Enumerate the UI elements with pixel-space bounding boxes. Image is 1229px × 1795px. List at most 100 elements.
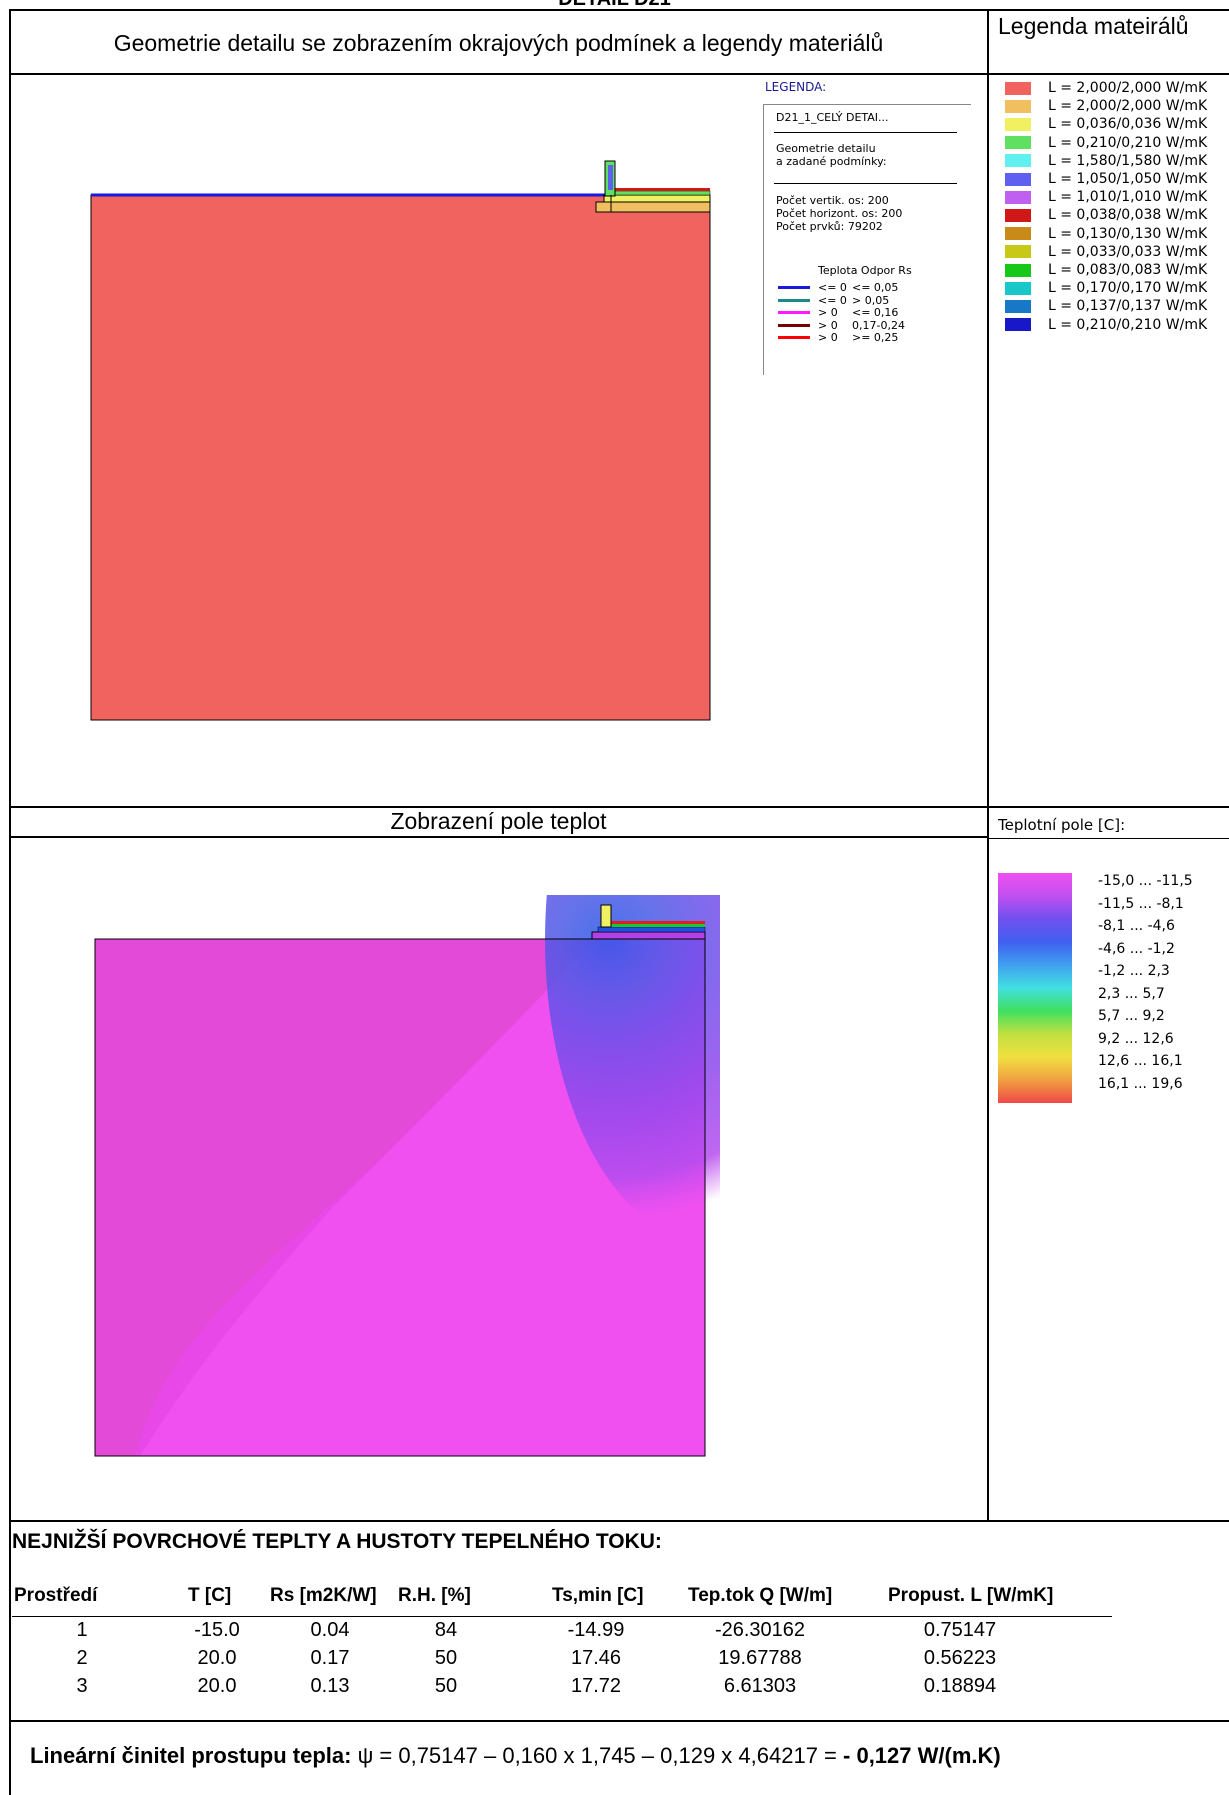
material-swatch bbox=[1005, 154, 1031, 168]
divider-4 bbox=[9, 1520, 1229, 1522]
material-label: L = 0,210/0,210 W/mK bbox=[1048, 316, 1208, 333]
material-swatch bbox=[1005, 190, 1031, 204]
temperature-field-plot bbox=[94, 895, 720, 1457]
temperature-range-label: -15,0 ... -11,5 bbox=[1098, 873, 1193, 889]
table-header-cell: R.H. [%] bbox=[398, 1585, 471, 1606]
material-label: L = 0,130/0,130 W/mK bbox=[1048, 225, 1208, 242]
divider-2 bbox=[9, 806, 1229, 808]
bc-rs-condition: <= 0,16 bbox=[852, 306, 899, 319]
bc-rs-condition: >= 0,25 bbox=[852, 331, 899, 344]
table-cell: 50 bbox=[434, 1675, 458, 1697]
bc-temp-condition: > 0 bbox=[818, 318, 838, 332]
material-swatch bbox=[1005, 318, 1031, 332]
element-count: Počet prvků: 79202 bbox=[776, 220, 883, 233]
table-cell: -26.30162 bbox=[714, 1619, 806, 1641]
table-header-cell: Tep.tok Q [W/m] bbox=[688, 1585, 833, 1606]
material-row: L = 2,000/2,000 W/mK bbox=[1005, 97, 1207, 115]
table-cell: 6.61303 bbox=[723, 1675, 797, 1697]
temperature-range-label: 12,6 ... 16,1 bbox=[1098, 1053, 1183, 1069]
table-cell: 0.75147 bbox=[923, 1619, 997, 1641]
table-header-cell: T [C] bbox=[188, 1585, 232, 1606]
results-title: NEJNIŽŠÍ POVRCHOVÉ TEPLTY A HUSTOTY TEPE… bbox=[12, 1530, 662, 1553]
table-cell: 19.67788 bbox=[718, 1647, 802, 1669]
divider-3 bbox=[9, 836, 989, 838]
bc-line-swatch bbox=[778, 286, 810, 289]
desc-line-1: Geometrie detailu bbox=[776, 142, 876, 155]
bc-line-swatch bbox=[778, 336, 810, 339]
table-cell: 0.04 bbox=[310, 1619, 350, 1641]
layer-orange-lower bbox=[595, 201, 711, 213]
table-cell: 20.0 bbox=[197, 1647, 237, 1669]
material-swatch bbox=[1005, 99, 1031, 113]
table-header-cell: Propust. L [W/mK] bbox=[888, 1585, 1054, 1606]
table-cell: -15.0 bbox=[194, 1619, 240, 1641]
bc-line-swatch bbox=[778, 298, 810, 302]
material-swatch bbox=[1005, 208, 1031, 222]
temperature-range-label: -1,2 ... 2,3 bbox=[1098, 963, 1170, 979]
frame-left bbox=[9, 9, 11, 1795]
material-label: L = 2,000/2,000 W/mK bbox=[1048, 98, 1208, 115]
psi-expression: ψ = 0,75147 – 0,160 x 1,745 – 0,129 x 4,… bbox=[351, 1743, 844, 1768]
table-cell: 2 bbox=[76, 1647, 88, 1669]
material-row: L = 0,137/0,137 W/mK bbox=[1005, 297, 1207, 315]
material-row: L = 1,580/1,580 W/mK bbox=[1005, 152, 1207, 170]
material-row: L = 1,010/1,010 W/mK bbox=[1005, 188, 1207, 206]
material-row: L = 0,170/0,170 W/mK bbox=[1005, 279, 1207, 297]
temperature-range-label: 5,7 ... 9,2 bbox=[1098, 1008, 1165, 1024]
material-swatch bbox=[1005, 81, 1031, 95]
material-swatch bbox=[1005, 117, 1031, 131]
temperature-range-label: 16,1 ... 19,6 bbox=[1098, 1075, 1183, 1092]
temperature-range-label: -4,6 ... -1,2 bbox=[1098, 940, 1175, 957]
bc-temp-condition: <= 0 bbox=[818, 281, 847, 294]
material-label: L = 0,137/0,137 W/mK bbox=[1048, 298, 1208, 315]
material-row: L = 2,000/2,000 W/mK bbox=[1005, 79, 1207, 97]
table-cell: 3 bbox=[76, 1675, 88, 1697]
material-label: L = 0,038/0,038 W/mK bbox=[1048, 207, 1208, 224]
geometry-drawing bbox=[90, 160, 711, 721]
table-cell: 20.0 bbox=[197, 1675, 237, 1697]
temperature-field-title: Zobrazení pole teplot bbox=[390, 808, 607, 834]
temperature-range-label: -11,5 ... -8,1 bbox=[1098, 895, 1184, 912]
table-cell: 0.17 bbox=[310, 1647, 350, 1669]
table-cell: -14.99 bbox=[567, 1619, 625, 1641]
concrete-body bbox=[90, 194, 711, 721]
material-label: L = 0,170/0,170 W/mK bbox=[1048, 280, 1208, 297]
material-swatch bbox=[1005, 281, 1031, 295]
bc-temp-condition: > 0 bbox=[818, 331, 838, 344]
table-header-cell: Ts,min [C] bbox=[552, 1585, 644, 1606]
temperature-legend-title: Teplotní pole [C]: bbox=[998, 816, 1126, 834]
divider-vertical bbox=[987, 9, 989, 1520]
temp-legend-sep bbox=[989, 838, 1229, 839]
material-swatch bbox=[1005, 172, 1031, 186]
psi-formula: Lineární činitel prostupu tepla: ψ = 0,7… bbox=[30, 1743, 1001, 1769]
geometry-title: Geometrie detailu se zobrazením okrajový… bbox=[113, 30, 884, 56]
material-row: L = 0,083/0,083 W/mK bbox=[1005, 261, 1207, 279]
table-cell: 17.46 bbox=[570, 1647, 622, 1669]
psi-result: - 0,127 W/(m.K) bbox=[843, 1743, 1001, 1768]
temperature-range-label: 2,3 ... 5,7 bbox=[1098, 985, 1165, 1002]
sep-2 bbox=[774, 183, 957, 184]
material-swatch bbox=[1005, 136, 1031, 150]
material-swatch bbox=[1005, 227, 1031, 241]
material-row: L = 0,038/0,038 W/mK bbox=[1005, 206, 1207, 224]
material-label: L = 0,210/0,210 W/mK bbox=[1048, 134, 1208, 151]
material-label: L = 0,036/0,036 W/mK bbox=[1048, 116, 1208, 133]
temperature-range-label: 9,2 ... 12,6 bbox=[1098, 1030, 1174, 1047]
page-top-title: DETAIL D21 bbox=[0, 0, 1229, 11]
material-label: L = 1,010/1,010 W/mK bbox=[1048, 189, 1208, 206]
temperature-colorbar bbox=[998, 873, 1072, 1103]
divider-5 bbox=[9, 1720, 1229, 1722]
bc-line-swatch bbox=[778, 323, 810, 327]
bc-line-swatch bbox=[778, 311, 810, 314]
material-label: L = 0,033/0,033 W/mK bbox=[1048, 243, 1208, 260]
bc-rs-condition: <= 0,05 bbox=[852, 281, 899, 294]
material-row: L = 0,036/0,036 W/mK bbox=[1005, 115, 1207, 133]
material-row: L = 0,210/0,210 W/mK bbox=[1005, 316, 1207, 334]
material-label: L = 1,580/1,580 W/mK bbox=[1048, 152, 1208, 169]
bc-rs-condition: 0,17-0,24 bbox=[852, 318, 905, 332]
table-header-cell: Rs [m2K/W] bbox=[270, 1585, 377, 1606]
material-row: L = 0,210/0,210 W/mK bbox=[1005, 134, 1207, 152]
table-header-cell: Prostředí bbox=[14, 1585, 98, 1606]
bc-legend-box bbox=[763, 104, 971, 375]
material-legend-title: Legenda mateirálů bbox=[998, 13, 1189, 39]
